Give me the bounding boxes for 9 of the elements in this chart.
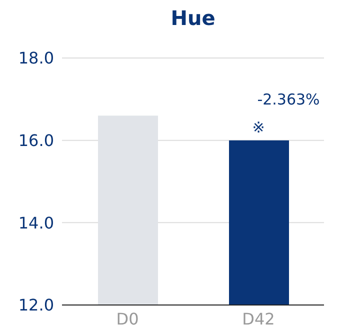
x-tick-label: D42: [242, 309, 275, 328]
chart-title: Hue: [170, 5, 216, 32]
y-tick-label: 18.0: [18, 48, 54, 68]
y-tick-label: 12.0: [18, 296, 54, 315]
y-tick-label: 14.0: [18, 213, 54, 232]
annotation: -2.363%: [257, 90, 320, 108]
y-tick-label: 16.0: [18, 131, 54, 150]
x-tick-label: D0: [116, 309, 139, 328]
annotation: ※: [252, 118, 265, 136]
